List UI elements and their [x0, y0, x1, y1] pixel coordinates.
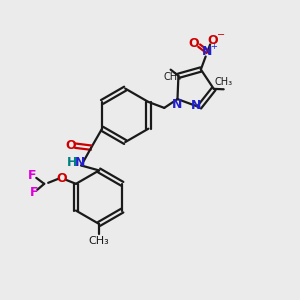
Text: +: +: [210, 42, 217, 51]
Text: O: O: [65, 139, 76, 152]
Text: N: N: [202, 45, 213, 58]
Text: F: F: [30, 186, 39, 199]
Text: F: F: [28, 169, 37, 182]
Text: N: N: [75, 156, 86, 169]
Text: CH₃: CH₃: [89, 236, 110, 246]
Text: O: O: [57, 172, 68, 185]
Text: O: O: [208, 34, 218, 47]
Text: N: N: [172, 98, 183, 110]
Text: CH₃: CH₃: [214, 77, 233, 87]
Text: N: N: [191, 99, 202, 112]
Text: −: −: [217, 31, 225, 40]
Text: O: O: [188, 37, 199, 50]
Text: H: H: [67, 156, 77, 169]
Text: CH₃: CH₃: [164, 72, 182, 82]
